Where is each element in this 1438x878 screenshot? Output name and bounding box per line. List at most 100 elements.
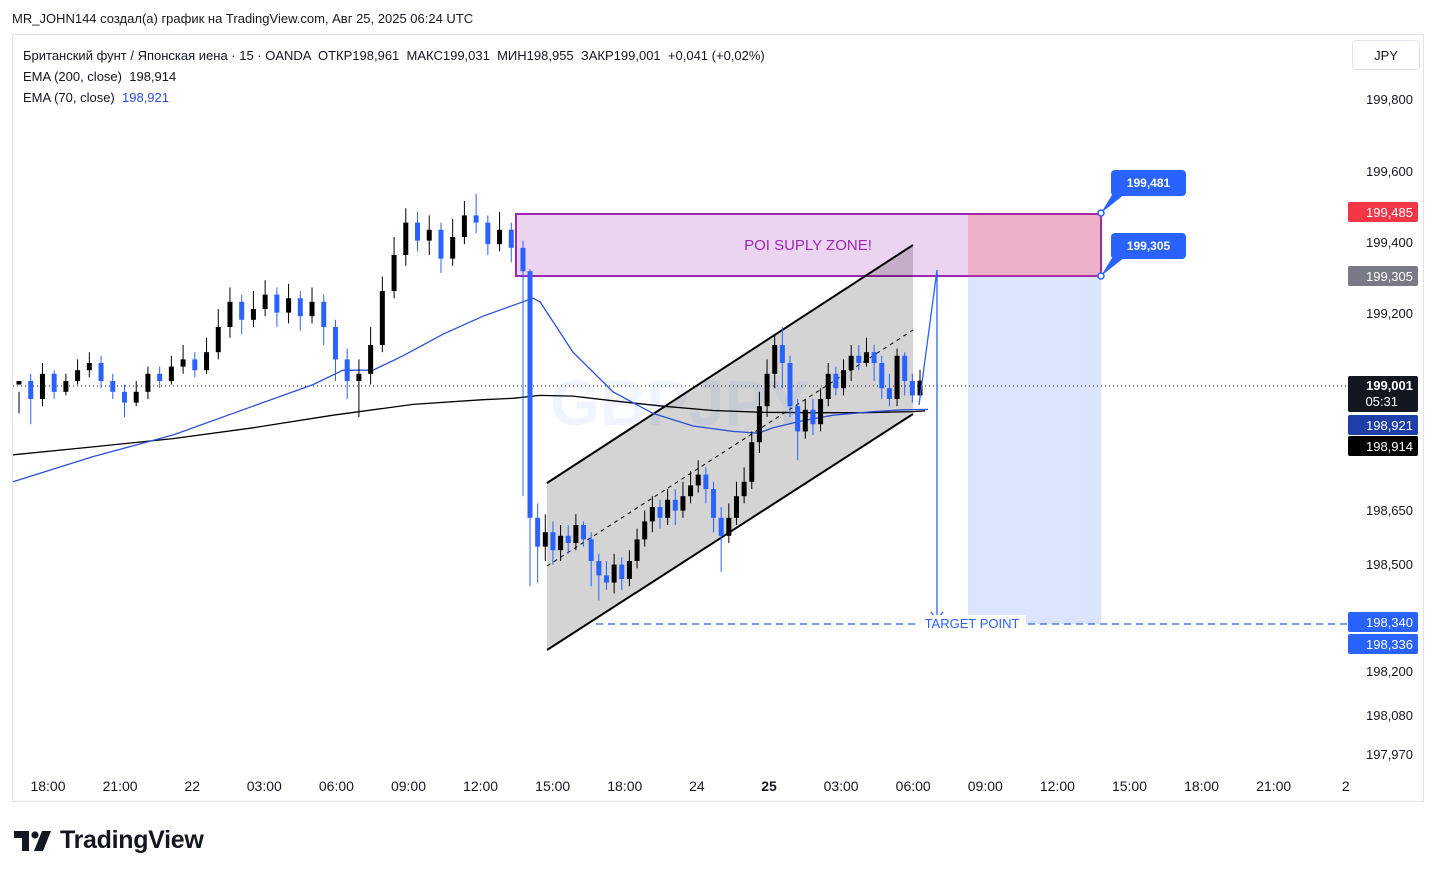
candle-body [825,373,831,399]
chart-frame [12,34,1424,802]
candle-body [51,373,57,392]
candle-body [603,575,609,583]
candle-body [779,345,785,363]
x-tick-label: 25 [761,778,777,794]
candle-body [262,294,268,309]
price-label: 198,340 [1366,615,1413,630]
candle-body [657,507,663,518]
candle-body [239,301,245,320]
x-tick-label: 18:00 [607,778,642,794]
x-tick-label: 21:00 [103,778,138,794]
candle-body [110,381,116,392]
countdown-label: 05:31 [1365,394,1398,409]
candle-body [485,222,491,245]
candle-body [848,355,854,371]
candle-body [297,298,303,317]
callout-top-text: 199,481 [1127,176,1171,190]
candle-body [558,535,564,551]
candle-body [588,539,594,561]
candle-body [741,481,747,497]
currency-button[interactable]: JPY [1352,40,1420,70]
candle-body [438,229,444,259]
price-label: 198,336 [1366,637,1413,652]
candle-body [426,229,432,241]
callout-bottom-anchor [1097,272,1105,280]
target-projection-box [968,276,1101,624]
candle-body [542,532,548,547]
candle-body [63,381,69,392]
x-tick-label: 12:00 [1040,778,1075,794]
candle-body [98,363,104,381]
legend-close-label: ЗАКР [580,48,614,63]
candle-body [764,373,770,407]
candle-body [672,499,678,511]
candle-body [321,301,327,327]
candle-body [841,370,847,389]
y-tick-label: 198,500 [1366,557,1413,572]
supply-zone-box [515,213,1102,277]
legend-close: 199,001 [613,48,661,63]
legend-ema200-value: 198,914 [129,69,177,84]
legend-symbol: Британский фунт / Японская иена · 15 · O… [23,48,311,63]
candle-body [145,373,151,392]
candle-body [168,366,174,381]
legend-ema70-row[interactable]: EMA (70, close) 198,921 [23,87,765,108]
supply-zone-label: POI SUPLY ZONE! [744,237,872,254]
x-tick-label: 06:00 [896,778,931,794]
x-tick-label: 09:00 [391,778,426,794]
y-tick-label: 199,600 [1366,164,1413,179]
legend-ema200-label: EMA (200, close) [23,69,122,84]
candle-body [180,359,186,367]
candle-body [695,474,701,486]
price-label: 198,914 [1366,439,1413,454]
x-tick-label: 22 [184,778,200,794]
candle-body [527,271,533,518]
callout-top-anchor [1097,209,1105,217]
candle-body [749,442,755,482]
candle-body [688,485,694,497]
candle-body [450,237,456,259]
candle-body [756,406,762,443]
legend-high-label: МАКС [406,48,443,63]
price-label: 199,485 [1366,205,1413,220]
candle-body [619,564,625,579]
candle-body [508,229,514,248]
candle-body [86,363,92,371]
candle-body [565,535,571,543]
target-label: TARGET POINT [925,616,1020,631]
candle-body [795,406,801,432]
candle-body [733,496,739,518]
candle-body [626,561,632,579]
y-tick-label: 198,650 [1366,503,1413,518]
candle-body [286,298,292,313]
x-tick-label: 2 [1342,778,1350,794]
x-tick-label: 06:00 [319,778,354,794]
candle-body [894,355,900,399]
y-tick-label: 198,200 [1366,664,1413,679]
candle-body [703,474,709,489]
candle-body [711,489,717,518]
attribution-text: MR_JOHN144 создал(а) график на TradingVi… [12,11,474,26]
candle-body [274,294,280,313]
candle-body [634,539,640,561]
stop-zone-box [968,214,1101,276]
candle-body [871,352,877,363]
x-tick-label: 18:00 [1184,778,1219,794]
price-label-bg [1348,415,1418,435]
y-tick-label: 199,400 [1366,235,1413,250]
candle-body [227,301,233,327]
candle-body [356,373,362,381]
legend-ema70-label: EMA (70, close) [23,90,115,105]
candle-body [726,517,732,536]
y-tick-label: 198,080 [1366,708,1413,723]
price-label-bg [1348,436,1418,456]
candle-body [28,381,34,399]
legend-ema200-row[interactable]: EMA (200, close) 198,914 [23,66,765,87]
legend-open: 198,961 [352,48,400,63]
callout-top [1111,170,1186,196]
x-tick-label: 21:00 [1256,778,1291,794]
legend-open-label: ОТКР [318,48,353,63]
legend-low: 198,955 [526,48,574,63]
candle-body [535,517,541,547]
